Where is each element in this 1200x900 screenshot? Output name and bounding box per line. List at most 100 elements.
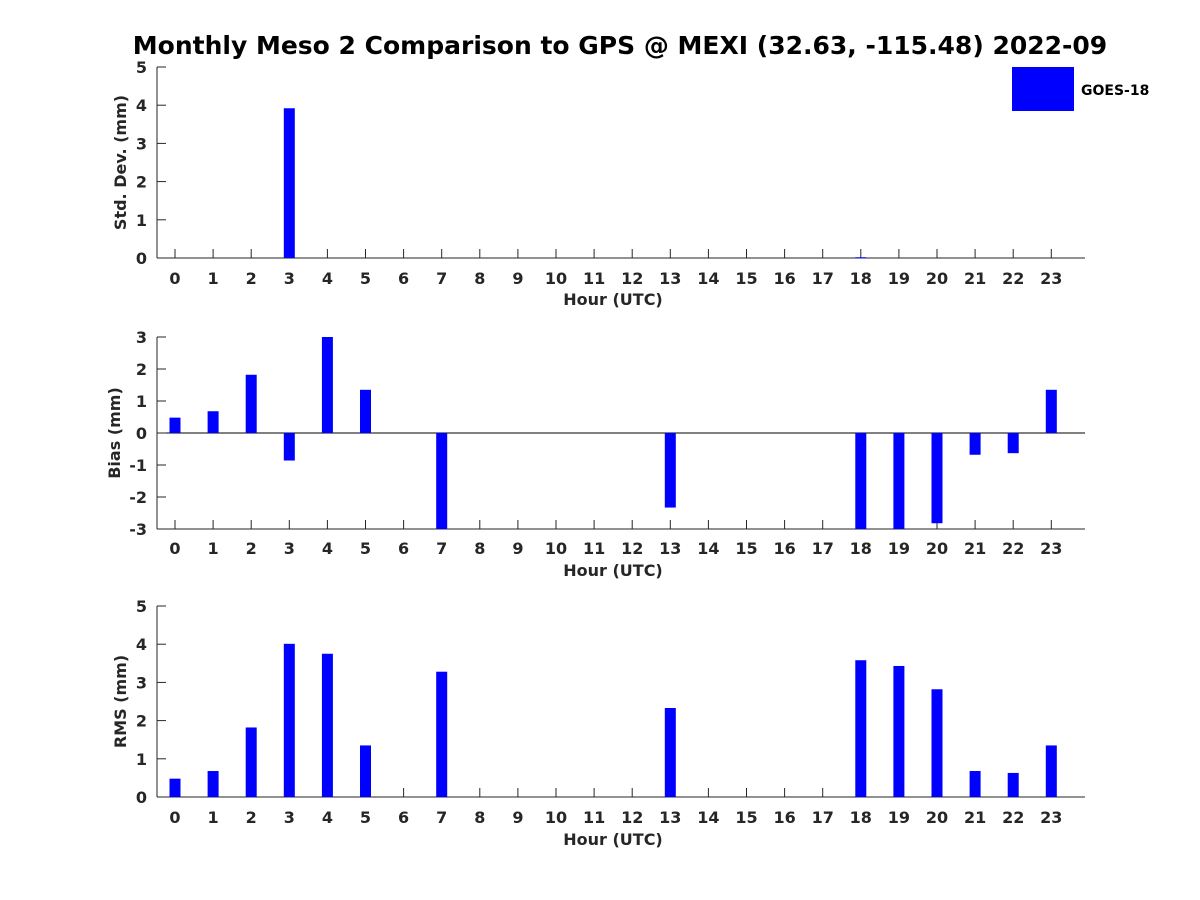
rms-bar [664,707,676,797]
std-dev-y-axis-label: Std. Dev. (mm) [111,95,130,230]
bias-y-axis-label: Bias (mm) [105,387,124,479]
bias-y-tick-label: -2 [129,488,147,507]
rms-x-tick-label: 22 [1002,808,1024,827]
std-dev-x-tick-label: 10 [545,269,567,288]
rms-x-tick-label: 15 [735,808,757,827]
std-dev-y-tick-label: 0 [136,249,147,268]
bias-x-tick-label: 16 [773,539,795,558]
std-dev-x-tick-label: 3 [284,269,295,288]
legend-label: GOES-18 [1081,83,1149,99]
bias-x-tick-label: 14 [697,539,719,558]
rms-y-tick-label: 0 [136,788,147,807]
bias-y-tick-label: 3 [136,328,147,347]
bias-bar [931,433,943,524]
std-dev-x-tick-label: 18 [850,269,872,288]
bias-x-tick-label: 13 [659,539,681,558]
rms-x-tick-label: 21 [964,808,986,827]
rms-y-tick-label: 3 [136,673,147,692]
std-dev-y-tick-label: 2 [136,173,147,192]
rms-y-axis-label: RMS (mm) [111,655,130,748]
std-dev-x-tick-label: 20 [926,269,948,288]
bias-bar [855,433,867,529]
std-dev-x-tick-label: 14 [697,269,719,288]
rms-y-tick-label: 4 [136,635,147,654]
std-dev-x-tick-label: 13 [659,269,681,288]
std-dev-x-tick-label: 4 [322,269,333,288]
bias-x-tick-label: 8 [474,539,485,558]
rms-x-axis-label: Hour (UTC) [563,830,663,849]
rms-bar [855,660,867,797]
rms-x-tick-label: 17 [812,808,834,827]
bias-x-tick-label: 21 [964,539,986,558]
bias-x-tick-label: 12 [621,539,643,558]
bias-bar [360,389,371,433]
rms-y-tick-label: 1 [136,750,147,769]
std-dev-x-axis-label: Hour (UTC) [563,290,663,309]
std-dev-x-tick-label: 22 [1002,269,1024,288]
bias-bar [664,433,676,508]
std-dev-x-tick-label: 21 [964,269,986,288]
rms-x-tick-label: 10 [545,808,567,827]
bias-x-tick-label: 10 [545,539,567,558]
bias-x-tick-label: 22 [1002,539,1024,558]
rms-x-tick-label: 1 [208,808,219,827]
std-dev-x-tick-label: 17 [812,269,834,288]
bias-y-tick-label: 2 [136,360,147,379]
bias-x-tick-label: 18 [850,539,872,558]
bias-bar [321,337,333,433]
rms-x-tick-label: 4 [322,808,333,827]
std-dev-bar [283,108,295,258]
bias-x-tick-label: 2 [246,539,257,558]
bias-y-tick-label: -3 [129,520,147,539]
bias-bar [1045,389,1057,433]
bias-y-tick-label: 1 [136,392,147,411]
rms-x-tick-label: 8 [474,808,485,827]
rms-x-tick-label: 12 [621,808,643,827]
std-dev-y-tick-label: 5 [136,58,147,77]
rms-x-tick-label: 11 [583,808,605,827]
rms-x-tick-label: 20 [926,808,948,827]
bias-bar [283,433,295,461]
legend: GOES-18 [1012,67,1149,111]
std-dev-x-tick-label: 19 [888,269,910,288]
rms-x-tick-label: 13 [659,808,681,827]
bias-x-tick-label: 19 [888,539,910,558]
bias-x-tick-label: 23 [1040,539,1062,558]
rms-bar [893,665,905,797]
bias-y-tick-label: -1 [129,456,147,475]
rms-y-tick-label: 2 [136,712,147,731]
std-dev-x-tick-label: 9 [512,269,523,288]
rms-bar [931,689,943,797]
rms-x-tick-label: 7 [436,808,447,827]
std-dev-x-tick-label: 16 [773,269,795,288]
std-dev-bar [855,257,867,259]
std-dev-x-tick-label: 23 [1040,269,1062,288]
bias-bar [1007,433,1019,454]
rms-bar [207,771,219,797]
rms-x-tick-label: 2 [246,808,257,827]
bias-x-tick-label: 9 [512,539,523,558]
rms-bar [169,778,181,797]
bias-x-tick-label: 20 [926,539,948,558]
rms-x-tick-label: 5 [360,808,371,827]
bias-x-tick-label: 1 [208,539,219,558]
bias-bar [169,417,181,433]
rms-x-tick-label: 18 [850,808,872,827]
rms-bar [1007,772,1019,797]
rms-x-tick-label: 19 [888,808,910,827]
std-dev-x-tick-label: 5 [360,269,371,288]
std-dev-x-tick-label: 8 [474,269,485,288]
rms-bar [436,671,448,797]
bias-bar [207,411,219,433]
bias-x-tick-label: 17 [812,539,834,558]
rms-bar [321,653,333,797]
rms-x-tick-label: 16 [773,808,795,827]
rms-bar [1045,745,1057,797]
bias-bar [969,433,981,455]
std-dev-y-tick-label: 3 [136,134,147,153]
bias-y-tick-label: 0 [136,424,147,443]
bias-x-tick-label: 11 [583,539,605,558]
